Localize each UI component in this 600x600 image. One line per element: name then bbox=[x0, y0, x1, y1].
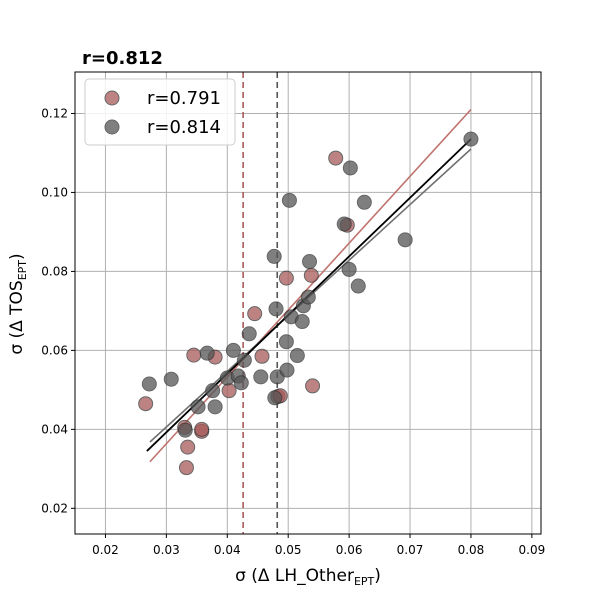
y-tick-label: 0.04 bbox=[41, 422, 68, 436]
series-2-point bbox=[205, 383, 221, 399]
series-2-point bbox=[199, 345, 215, 361]
series-1-point bbox=[186, 347, 202, 363]
series-1-point bbox=[305, 378, 321, 394]
x-tick-label: 0.09 bbox=[519, 543, 546, 557]
x-tick-label: 0.08 bbox=[458, 543, 485, 557]
series-2-point bbox=[268, 301, 284, 317]
x-tick-label: 0.02 bbox=[92, 543, 119, 557]
y-tick-label: 0.08 bbox=[41, 264, 68, 278]
series-2-point bbox=[190, 399, 206, 415]
x-tick-label: 0.05 bbox=[275, 543, 302, 557]
x-axis-title-subscript: EPT bbox=[354, 575, 375, 588]
series-2-point bbox=[177, 422, 193, 438]
series-1-point bbox=[180, 439, 196, 455]
y-axis-title: σ (Δ TOSEPT) bbox=[7, 253, 29, 354]
series-2-point bbox=[300, 289, 316, 305]
x-axis-title-prefix: σ (Δ LH_Other bbox=[235, 566, 354, 586]
x-tick-label: 0.04 bbox=[214, 543, 241, 557]
x-axis-title-suffix: ) bbox=[374, 566, 381, 586]
series-2-point bbox=[356, 194, 372, 210]
series-2-point bbox=[163, 371, 179, 387]
y-tick-label: 0.10 bbox=[41, 185, 68, 199]
legend-marker-series-1 bbox=[104, 90, 120, 106]
series-1-point bbox=[278, 270, 294, 286]
legend-box bbox=[84, 78, 236, 146]
series-2-point bbox=[279, 362, 295, 378]
chart-title: r=0.812 bbox=[82, 48, 163, 69]
series-1-point bbox=[247, 306, 263, 322]
series-2-point bbox=[141, 376, 157, 392]
series-2-point bbox=[342, 160, 358, 176]
series-2-point bbox=[267, 390, 283, 406]
legend-label-series-2: r=0.814 bbox=[147, 117, 221, 138]
series-2-point bbox=[463, 131, 479, 147]
legend-marker-series-2 bbox=[104, 119, 120, 135]
x-tick-label: 0.03 bbox=[153, 543, 180, 557]
series-2-point bbox=[397, 232, 413, 248]
y-tick-label: 0.02 bbox=[41, 501, 68, 515]
series-2-point bbox=[336, 216, 352, 232]
y-axis-title-prefix: σ (Δ TOS bbox=[7, 280, 27, 354]
series-1-point bbox=[138, 396, 154, 412]
series-2-point bbox=[225, 342, 241, 358]
series-1-point bbox=[194, 421, 210, 437]
series-2-point bbox=[266, 248, 282, 264]
y-axis-title-suffix: ) bbox=[7, 253, 27, 260]
series-2-point bbox=[281, 192, 297, 208]
legend: r=0.791 r=0.814 bbox=[84, 78, 236, 146]
y-axis-title-subscript: EPT bbox=[16, 260, 29, 281]
series-1-point bbox=[221, 383, 237, 399]
series-2-point bbox=[241, 326, 257, 342]
x-axis-ticks: 0.02 0.03 0.04 0.05 0.06 0.07 0.08 0.09 bbox=[92, 534, 545, 557]
series-2-point bbox=[302, 254, 318, 270]
series-2-point bbox=[278, 334, 294, 350]
series-2-point bbox=[294, 314, 310, 330]
series-2-point bbox=[289, 348, 305, 364]
data-points bbox=[138, 131, 479, 476]
series-1-point bbox=[254, 348, 270, 364]
series-1-point bbox=[303, 267, 319, 283]
series-1-point bbox=[328, 150, 344, 166]
y-axis-ticks: 0.02 0.04 0.06 0.08 0.10 0.12 bbox=[41, 106, 75, 515]
plot-frame bbox=[74, 71, 542, 535]
y-tick-label: 0.12 bbox=[41, 106, 68, 120]
x-axis-title: σ (Δ LH_OtherEPT) bbox=[235, 566, 381, 588]
series-2-point bbox=[350, 278, 366, 294]
y-tick-label: 0.06 bbox=[41, 343, 68, 357]
grid bbox=[75, 72, 541, 534]
x-tick-label: 0.07 bbox=[397, 543, 424, 557]
series-2-point bbox=[253, 369, 269, 385]
series-2-point bbox=[236, 352, 252, 368]
series-2-point bbox=[207, 399, 223, 415]
series-1-point bbox=[178, 460, 194, 476]
series-2-point bbox=[233, 375, 249, 391]
legend-label-series-1: r=0.791 bbox=[147, 88, 221, 109]
series-2-point bbox=[341, 261, 357, 277]
x-tick-label: 0.06 bbox=[336, 543, 363, 557]
